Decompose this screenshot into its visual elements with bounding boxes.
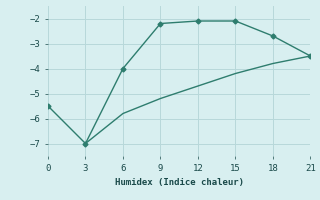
X-axis label: Humidex (Indice chaleur): Humidex (Indice chaleur) xyxy=(115,178,244,187)
